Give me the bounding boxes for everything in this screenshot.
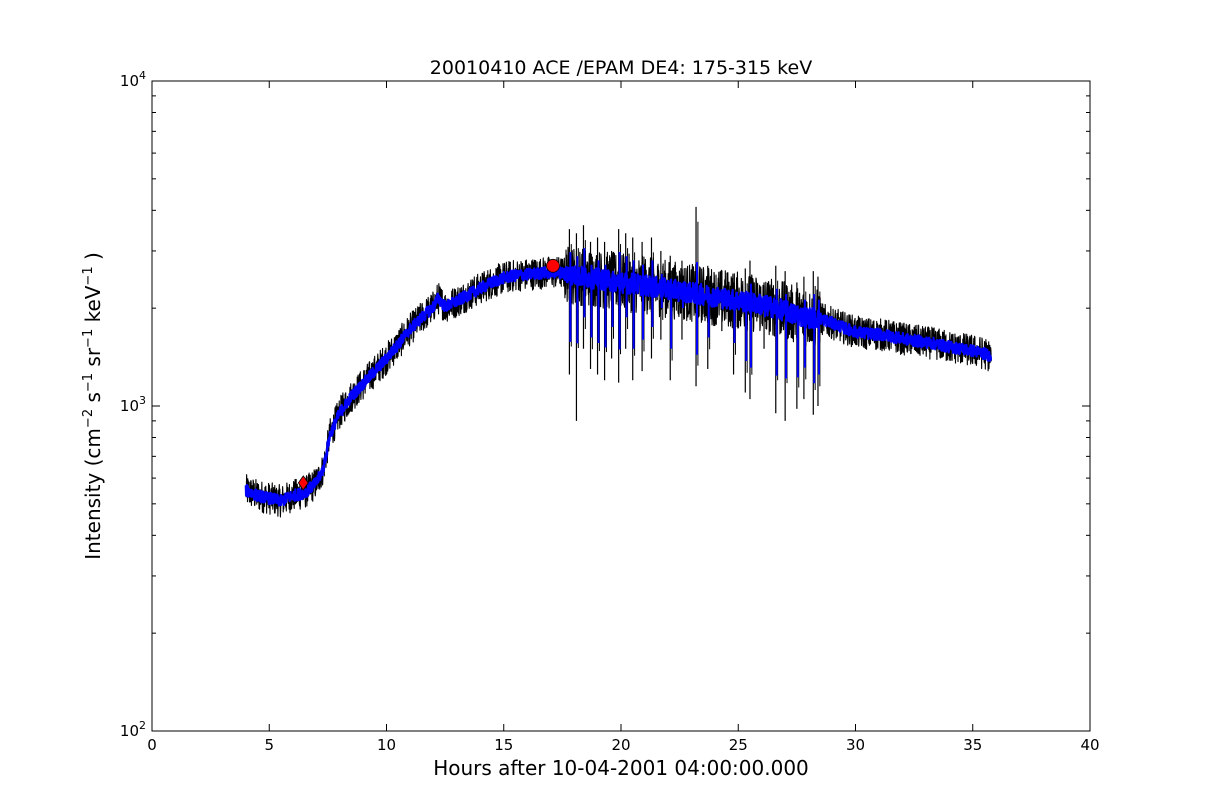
x-axis-label: Hours after 10-04-2001 04:00:00.000 xyxy=(433,756,809,780)
x-tick-label: 20 xyxy=(611,736,630,754)
y-tick-label: 103 xyxy=(120,394,146,415)
series-blue-line xyxy=(244,265,993,507)
x-tick-label: 5 xyxy=(264,736,274,754)
y-tick-label: 104 xyxy=(120,69,146,90)
marker-diamond xyxy=(297,475,309,491)
x-tick-label: 10 xyxy=(377,736,396,754)
x-axis: 0 5 10 15 20 25 30 35 40 xyxy=(147,81,1100,754)
x-tick-label: 40 xyxy=(1080,736,1099,754)
markers xyxy=(297,258,560,491)
y-tick-label: 102 xyxy=(120,719,146,740)
x-tick-label: 0 xyxy=(147,736,157,754)
x-tick-label: 25 xyxy=(729,736,748,754)
x-tick-label: 35 xyxy=(963,736,982,754)
marker-circle xyxy=(546,258,560,273)
x-tick-label: 15 xyxy=(494,736,513,754)
x-tick-label: 30 xyxy=(846,736,865,754)
y-axis-label: Intensity (cm−2 s−1 sr−1 keV−1 ) xyxy=(81,252,105,560)
y-axis: 102 103 104 xyxy=(120,69,1090,740)
chart-title: 20010410 ACE /EPAM DE4: 175-315 keV xyxy=(430,57,812,79)
plot-area xyxy=(151,80,1091,732)
